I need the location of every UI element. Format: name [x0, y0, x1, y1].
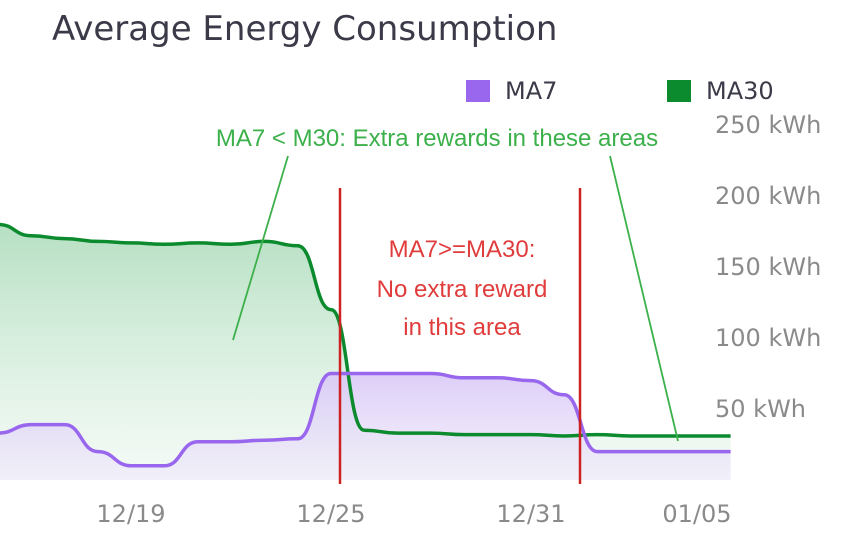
green-pointer-line	[609, 155, 679, 442]
x-tick-label: 12/25	[296, 500, 365, 528]
y-axis: 50 kWh 100 kWh 150 kWh 200 kWh 250 kWh	[715, 111, 821, 423]
y-tick-label: 100 kWh	[715, 324, 821, 352]
legend-label-ma7: MA7	[505, 77, 557, 105]
y-tick-label: 150 kWh	[715, 253, 821, 281]
y-tick-label: 250 kWh	[715, 111, 821, 139]
green-pointer-line	[232, 155, 289, 341]
green-annotation-text: MA7 < M30: Extra rewards in these areas	[216, 125, 658, 152]
chart-title: Average Energy Consumption	[52, 9, 557, 49]
x-tick-label: 12/31	[496, 500, 565, 528]
red-annotation-line: MA7>=MA30:	[389, 236, 536, 263]
legend-label-ma30: MA30	[706, 77, 774, 105]
x-tick-label: 12/19	[96, 500, 165, 528]
legend-swatch-ma30	[667, 80, 691, 102]
y-tick-label: 200 kWh	[715, 182, 821, 210]
series-line-ma30	[0, 222, 731, 438]
red-annotation-line: in this area	[403, 314, 521, 341]
red-annotation-line: No extra reward	[377, 276, 548, 303]
x-axis: 12/19 12/25 12/31 01/05	[96, 500, 731, 528]
green-annotation: MA7 < M30: Extra rewards in these areas	[216, 125, 679, 442]
y-tick-label: 50 kWh	[715, 395, 806, 423]
series-area-ma30	[0, 224, 731, 480]
red-annotation: MA7>=MA30: No extra reward in this area	[377, 236, 548, 341]
series-line-ma7	[0, 371, 731, 468]
legend-swatch-ma7	[466, 80, 490, 102]
plot-area	[0, 222, 731, 480]
legend: MA7 MA30	[466, 77, 774, 105]
x-tick-label: 01/05	[662, 500, 731, 528]
